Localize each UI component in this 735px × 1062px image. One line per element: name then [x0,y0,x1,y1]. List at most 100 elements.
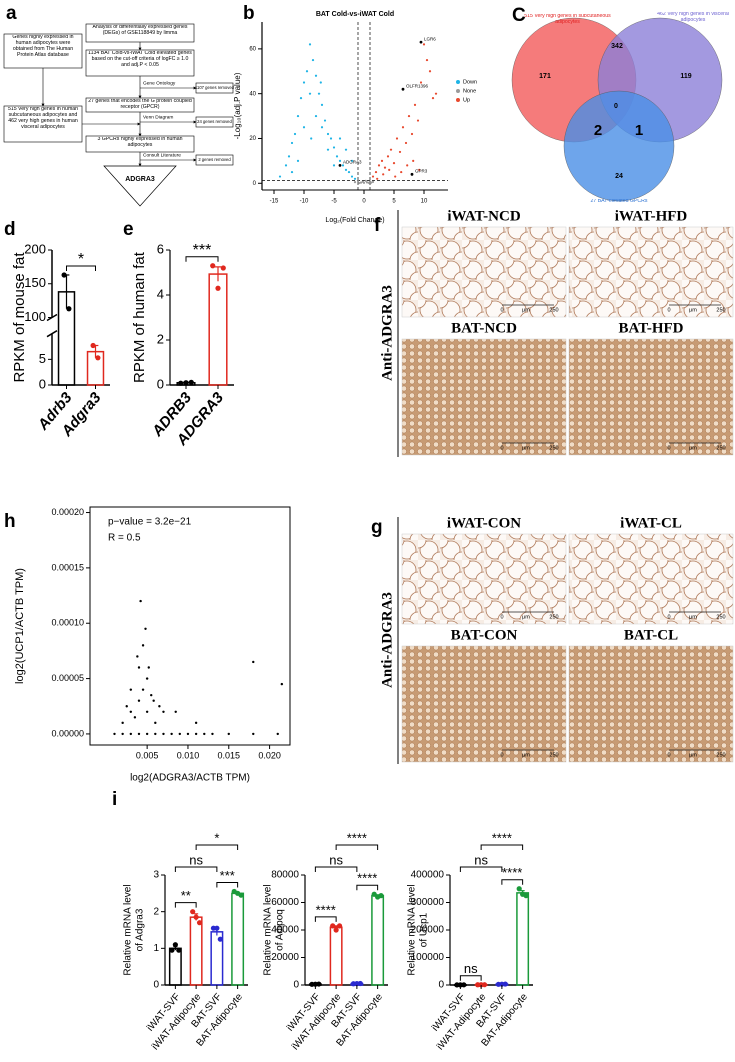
scale-end: 250 [549,445,558,451]
y-tick-label: 2 [157,331,164,346]
y-tick-label: 80000 [271,870,299,881]
flow-text: Analysis of differentially expressed gen… [92,25,188,36]
y-tick-label: 0 [293,980,299,991]
x-tick-label: 0.015 [218,750,241,760]
micrograph-label: BAT-HFD [618,320,683,336]
scatter-point [404,141,408,145]
scatter-point [280,682,284,686]
y-axis-label: of Adipoq [275,909,286,951]
x-tick-label: -5 [331,199,337,205]
gene-point [419,40,423,44]
significance-bracket [314,916,337,922]
flow-text: 27 genes that encodes the G protein coup… [88,99,192,110]
significance-bracket [356,884,379,891]
significance-bracket [185,256,219,262]
scatter-point [320,103,324,106]
significance-bracket [174,866,218,872]
micrograph [568,533,734,625]
data-point [238,892,244,898]
scatter-point [350,159,354,162]
bar [231,892,245,986]
panel-label: g [371,517,383,538]
y-axis-label: RPKM of mouse fat [11,252,28,383]
scatter-point [150,693,153,697]
filter-method: Consult Literature [143,152,181,158]
scatter-point [410,132,414,136]
data-point [330,923,336,929]
flow-text: Genes highly expressed in human adipocyt… [12,35,74,58]
legend-label: Up [463,97,470,103]
micrograph-label: iWAT-HFD [615,208,688,224]
panel-label: d [4,219,16,240]
panel-label: b [243,3,255,24]
scatter-point [129,732,133,736]
scatter-point [194,732,198,736]
venn-set-label-box: 515 Very high genes in subcutaneous adip… [524,14,611,25]
scatter-point [144,627,147,630]
scale-start: 0 [500,614,503,620]
scatter-point [377,164,381,167]
x-tick-label: 0.010 [177,750,200,760]
flow-text: 1134 BAT Cold-vs-iWAT Cold elevated gene… [88,51,192,68]
significance-bracket [174,902,197,908]
flow-text-box: 3 GPCRs highly expressed in human adipoc… [97,137,183,148]
venn-count: 119 [680,73,691,80]
y-tick-label: 60 [249,46,256,52]
data-point [176,947,182,953]
venn-count: 24 [615,173,623,180]
scatter-point [398,150,402,154]
legend-label: Down [463,79,477,85]
y-axis-label: log2(UCP1/ACTB TPM) [14,568,26,684]
data-point [516,886,522,892]
scatter-point [406,164,409,167]
scatter-point [347,170,351,174]
scatter-point [332,164,336,167]
scatter-point [371,175,375,178]
gene-point [410,172,414,176]
x-axis-label: Log₂(Fold Change) [325,217,384,224]
data-point [502,981,508,987]
y-axis-label: Relative mRNA level [407,884,418,975]
filter-removed: 2 genes removed [198,157,231,162]
scatter-point [389,148,393,151]
scatter-point [400,170,403,174]
annotation: R = 0.5 [108,533,141,544]
flow-text: 3 GPCRs highly expressed in human adipoc… [97,137,183,148]
removed-box [195,116,234,128]
x-tick-label: 0.005 [136,750,159,760]
x-tick-label: 0 [362,199,366,205]
data-point [357,980,363,987]
scatter-point [326,132,330,136]
venn-count: 1 [635,122,643,139]
y-tick-label: 100000 [411,952,445,963]
micrograph [401,533,567,625]
scatter-point [344,168,348,171]
y-tick-label: 2 [153,906,159,917]
scatter-point [152,699,155,702]
venn-count: 171 [539,73,551,80]
scale-unit: μm [522,307,530,313]
scale-start: 0 [500,445,503,451]
y-axis-label: of Ucp1 [419,912,430,947]
scatter-point [371,180,375,184]
scatter-point [353,181,357,184]
gene-label: GPR3 [415,169,428,174]
scatter-point [356,179,360,183]
scatter-point [139,599,142,603]
gene-point [338,163,342,167]
gene-point [401,87,405,91]
data-point [220,265,226,271]
scatter-point [145,677,149,680]
data-point [190,909,196,915]
micrograph [401,645,567,763]
scale-unit: μm [689,752,697,758]
panel-label: C [512,5,526,26]
scatter-point [323,119,327,122]
panel-label: h [4,511,16,532]
scatter-point [141,688,145,691]
scale-unit: μm [689,445,697,451]
scatter-point [341,164,345,167]
micrograph-label: iWAT-CON [447,515,521,531]
